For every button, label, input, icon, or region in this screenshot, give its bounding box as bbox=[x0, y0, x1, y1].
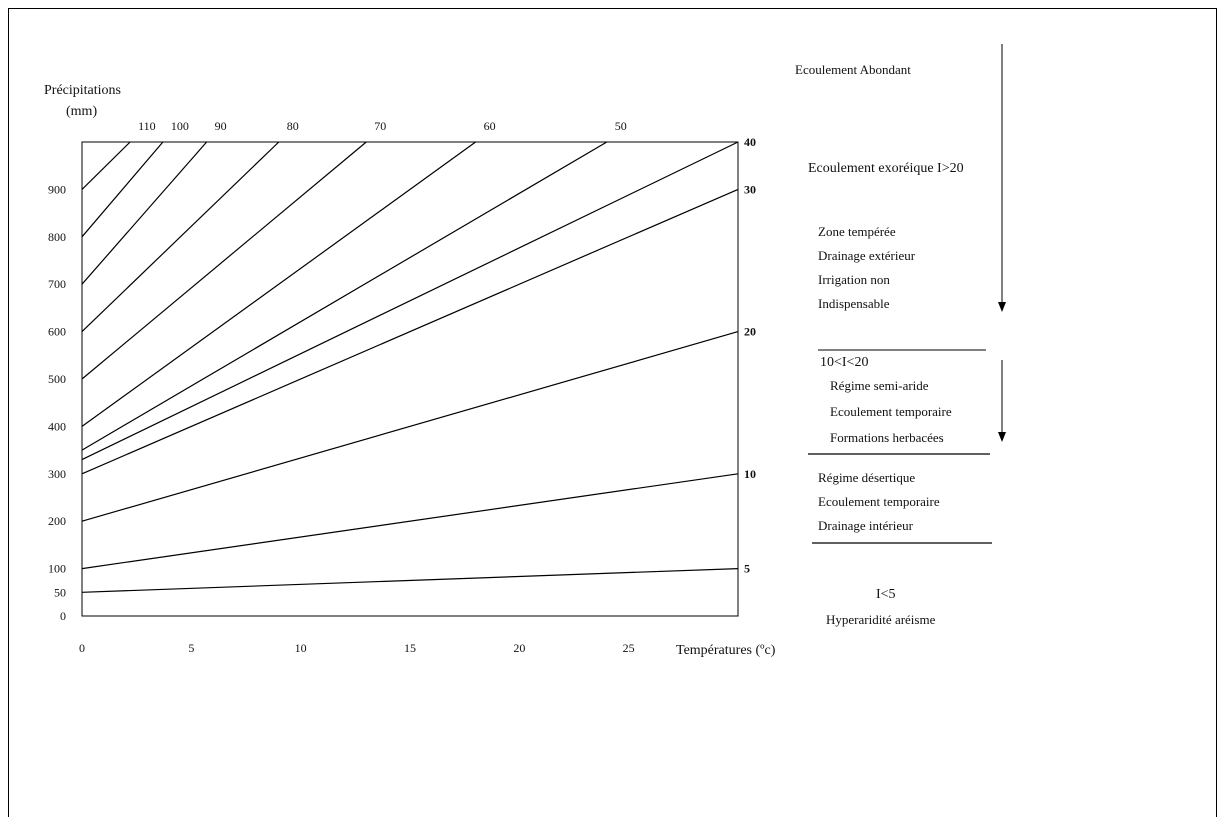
zone-temperee-1: Zone tempérée bbox=[818, 224, 896, 239]
series-label-90: 90 bbox=[215, 119, 227, 133]
zone-semiaride-1: 10<I<20 bbox=[820, 355, 868, 370]
zone-desertique-3: Drainage intérieur bbox=[818, 518, 914, 533]
plot-area bbox=[81, 141, 739, 617]
series-label-40: 40 bbox=[744, 135, 756, 149]
y-tick-600: 600 bbox=[48, 325, 66, 339]
zone-semiaride-2: Régime semi-aride bbox=[830, 378, 929, 393]
index-line-5 bbox=[81, 568, 739, 593]
y-axis-title-line1: Précipitations bbox=[44, 83, 121, 98]
zone-temperee-4: Indispensable bbox=[818, 296, 890, 311]
index-line-20 bbox=[81, 331, 739, 522]
x-tick-10: 10 bbox=[295, 641, 307, 655]
zone-exoreique: Ecoulement exoréique I>20 bbox=[808, 161, 964, 176]
index-line-50 bbox=[81, 141, 608, 451]
index-line-70 bbox=[81, 141, 367, 380]
series-label-10: 10 bbox=[744, 467, 756, 481]
series-label-100: 100 bbox=[171, 119, 189, 133]
index-line-10 bbox=[81, 473, 739, 570]
series-label-50: 50 bbox=[615, 119, 627, 133]
zone-semiaride-3: Ecoulement temporaire bbox=[830, 404, 952, 419]
zone-hyper-1: I<5 bbox=[876, 587, 896, 602]
index-lines bbox=[81, 141, 739, 593]
x-tick-15: 15 bbox=[404, 641, 416, 655]
index-line-100 bbox=[81, 141, 164, 238]
series-label-20: 20 bbox=[744, 325, 756, 339]
zone-desertique-1: Régime désertique bbox=[818, 470, 915, 485]
y-tick-labels: 0 50 100 200 300 400 500 600 700 800 900 bbox=[48, 182, 66, 623]
index-line-80 bbox=[81, 141, 280, 333]
series-label-80: 80 bbox=[287, 119, 299, 133]
x-tick-5: 5 bbox=[188, 641, 194, 655]
arrow-exoreique-icon bbox=[998, 302, 1006, 312]
y-tick-400: 400 bbox=[48, 419, 66, 433]
zone-hyper-2: Hyperaridité aréisme bbox=[826, 612, 936, 627]
x-axis-title: Températures (ºc) bbox=[676, 643, 776, 658]
y-tick-0: 0 bbox=[60, 609, 66, 623]
index-line-90 bbox=[81, 141, 208, 285]
index-line-110 bbox=[81, 141, 131, 190]
y-tick-500: 500 bbox=[48, 372, 66, 386]
y-tick-700: 700 bbox=[48, 277, 66, 291]
x-tick-25: 25 bbox=[623, 641, 635, 655]
index-line-40 bbox=[81, 141, 739, 461]
zone-semiaride-4: Formations herbacées bbox=[830, 430, 944, 445]
y-axis-title-line2: (mm) bbox=[66, 104, 97, 119]
zone-temperee-2: Drainage extérieur bbox=[818, 248, 916, 263]
y-tick-100: 100 bbox=[48, 562, 66, 576]
zone-desertique-2: Ecoulement temporaire bbox=[818, 494, 940, 509]
series-label-60: 60 bbox=[484, 119, 496, 133]
zone-temperee-3: Irrigation non bbox=[818, 272, 890, 287]
series-label-5: 5 bbox=[744, 562, 750, 576]
y-tick-200: 200 bbox=[48, 514, 66, 528]
series-label-30: 30 bbox=[744, 182, 756, 196]
index-line-30 bbox=[81, 188, 739, 475]
index-line-60 bbox=[81, 141, 476, 427]
series-labels: 5 10 20 30 40 50 60 70 80 90 100 110 bbox=[138, 119, 756, 576]
zone-abondant: Ecoulement Abondant bbox=[795, 62, 911, 77]
arrow-semiaride-icon bbox=[998, 432, 1006, 442]
series-label-110: 110 bbox=[138, 119, 156, 133]
series-label-70: 70 bbox=[374, 119, 386, 133]
y-tick-300: 300 bbox=[48, 467, 66, 481]
y-tick-900: 900 bbox=[48, 182, 66, 196]
figure-frame bbox=[8, 8, 1217, 817]
y-tick-50: 50 bbox=[54, 585, 66, 599]
y-tick-800: 800 bbox=[48, 230, 66, 244]
x-tick-0: 0 bbox=[79, 641, 85, 655]
x-tick-labels: 0 5 10 15 20 25 bbox=[79, 641, 635, 655]
x-tick-20: 20 bbox=[513, 641, 525, 655]
